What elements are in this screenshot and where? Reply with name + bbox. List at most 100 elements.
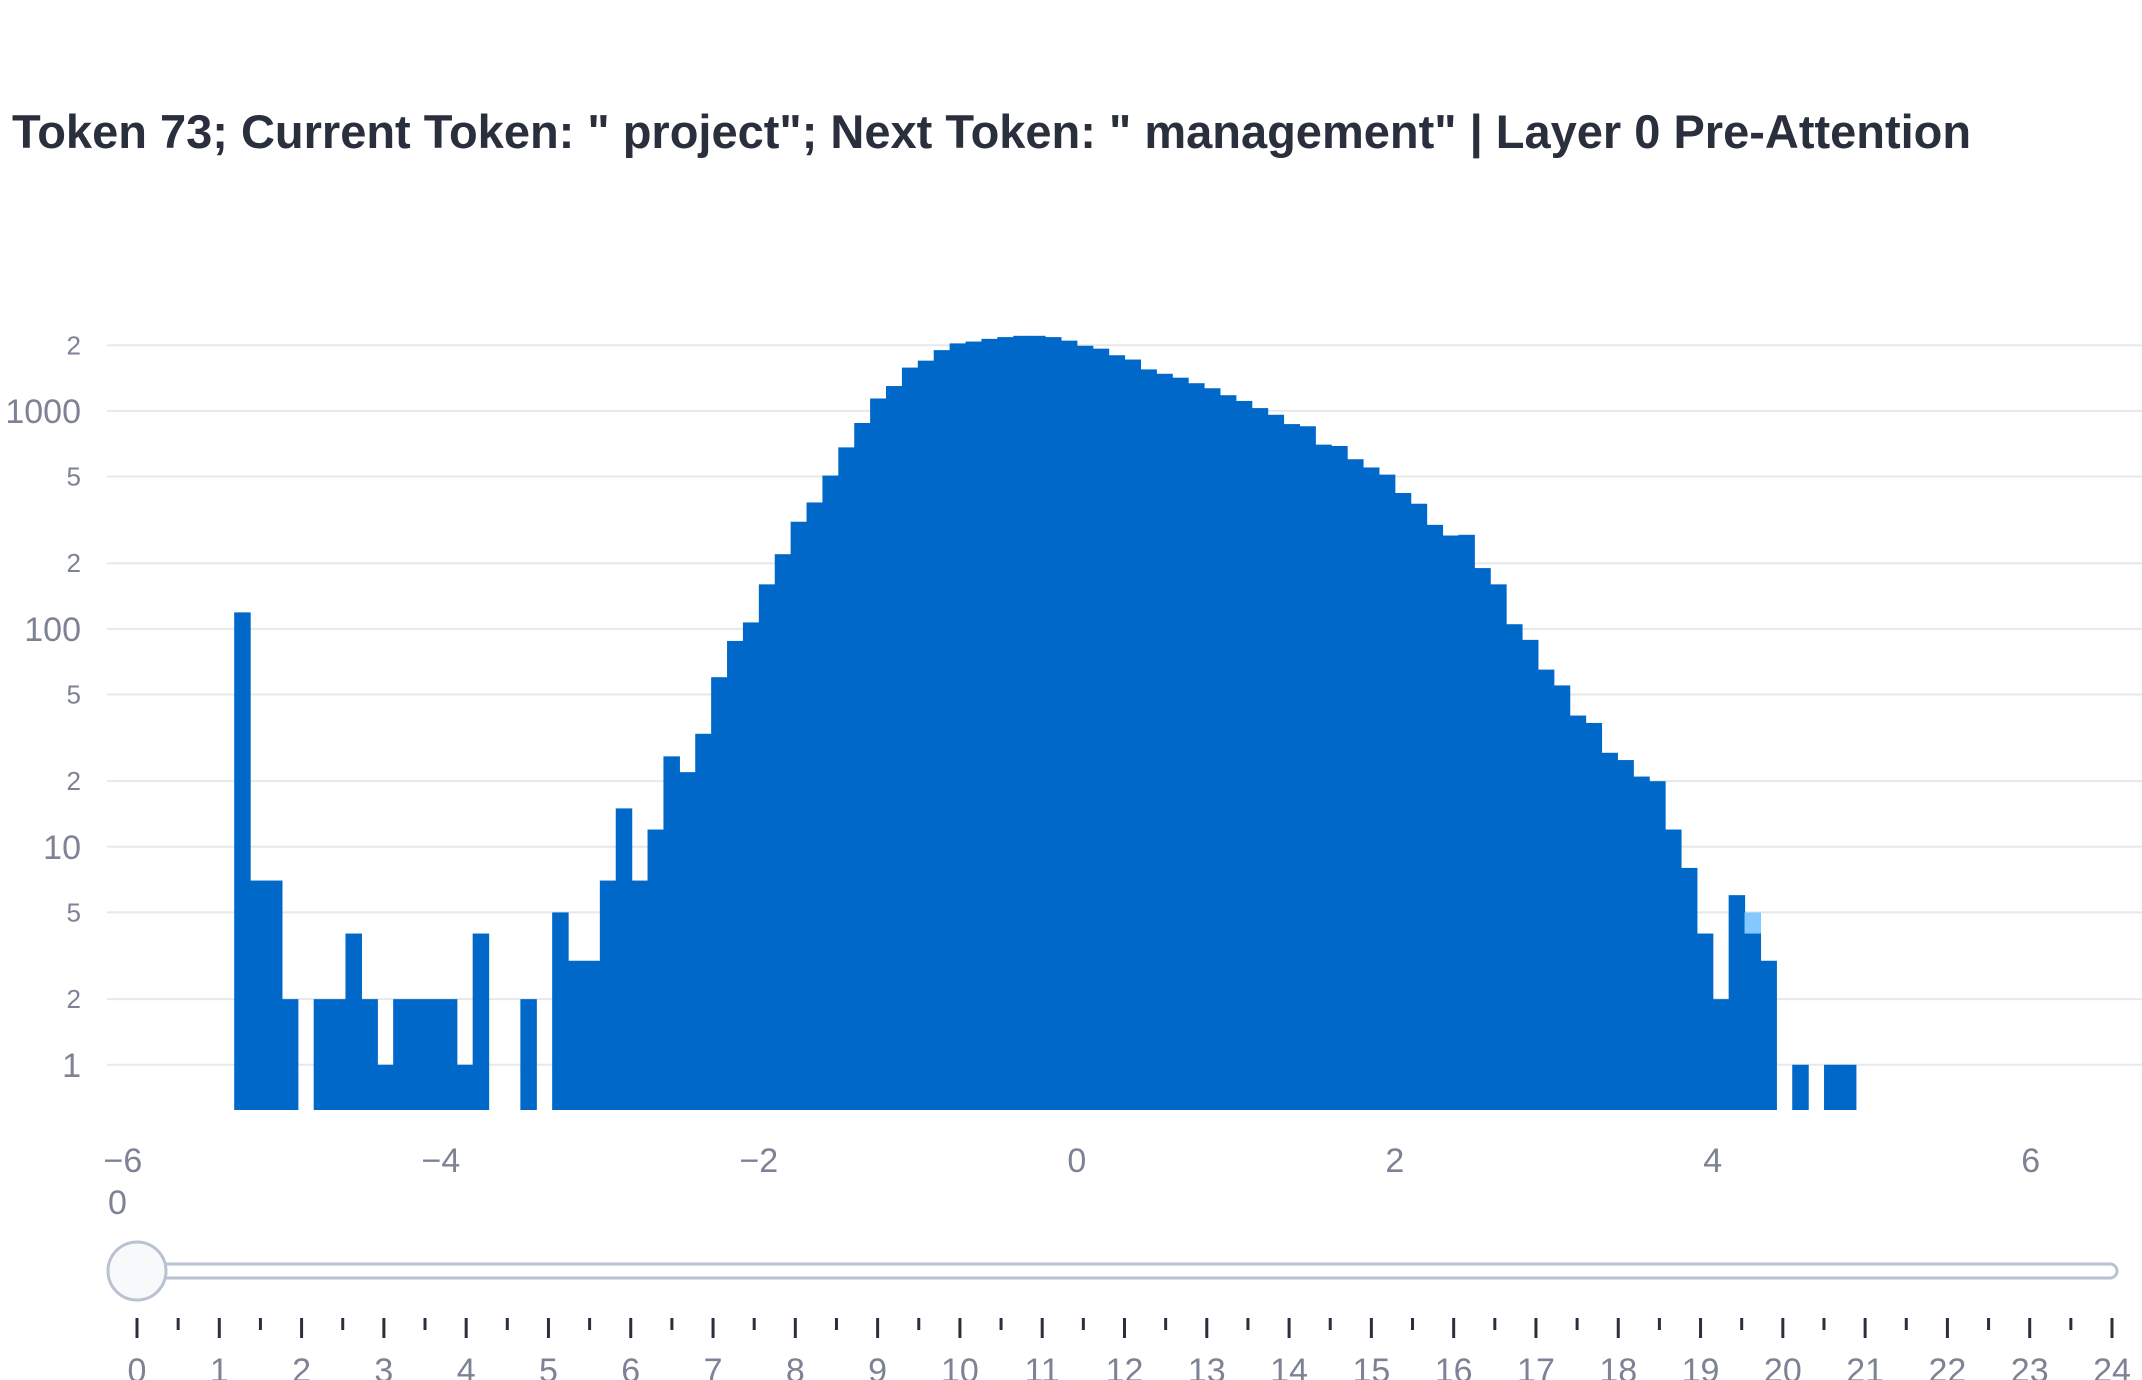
histogram-bar [1490,584,1507,1110]
histogram-bar [599,880,617,1110]
histogram-bar [1203,388,1221,1110]
histogram-bar [917,360,935,1110]
histogram-bar [1649,781,1666,1110]
slider-step-label[interactable]: 3 [374,1352,393,1380]
histogram-bar [1315,444,1332,1110]
y-tick-label: 2 [67,548,81,578]
histogram-bar [1521,639,1539,1110]
y-tick-label: 2 [67,984,81,1014]
histogram-bar [695,733,712,1110]
slider-step-label[interactable]: 17 [1517,1352,1555,1380]
slider-step-label[interactable]: 12 [1106,1352,1144,1380]
histogram-bar [1267,414,1285,1110]
layer-slider[interactable]: 0 0 1 2 3 4 5 6 7 8 9 10 11 12 13 14 15 16 17 18 19 20 21 22 23… [106,1184,2131,1380]
slider-step-label[interactable]: 23 [2011,1352,2049,1380]
histogram-bar [1760,960,1777,1110]
slider-step-label[interactable]: 11 [1025,1352,1060,1380]
histogram-bar [281,999,299,1110]
slider-step-label[interactable]: 15 [1352,1352,1390,1380]
slider-step-label[interactable]: 0 [128,1352,147,1380]
slider-step-label[interactable]: 24 [2093,1352,2131,1380]
histogram-bar [1331,446,1348,1110]
slider-step-label[interactable]: 10 [941,1352,979,1380]
histogram-bar [552,912,569,1110]
slider-step-label[interactable]: 14 [1270,1352,1308,1380]
histogram-bar [1506,624,1523,1110]
slider-step-label[interactable]: 13 [1188,1352,1226,1380]
histogram-bar [1442,535,1459,1110]
histogram-bar [1474,568,1491,1110]
histogram-bar [758,584,776,1110]
histogram-bar [742,622,760,1110]
histogram-bar [1792,1064,1809,1110]
histogram-bar [679,772,696,1110]
y-tick-label: 5 [67,897,81,927]
slider-step-label[interactable]: 9 [868,1352,887,1380]
histogram-bar [1410,503,1428,1111]
histogram-bar [1744,933,1762,1110]
slider-step-label[interactable]: 5 [539,1352,558,1380]
histogram-bar [1235,400,1253,1110]
histogram-bar [1362,467,1380,1110]
slider-step-label[interactable]: 4 [457,1352,476,1380]
histogram-bar [250,880,267,1110]
histogram-bar [377,1064,394,1110]
histogram-bar [1458,534,1475,1110]
histogram-bar [933,350,951,1110]
histogram-bar [1824,1064,1841,1110]
histogram-bar [806,502,824,1110]
x-tick-label: 0 [1067,1142,1086,1180]
x-tick-label: −2 [739,1142,778,1180]
histogram-bar [1696,933,1714,1110]
histogram-bar [1601,752,1618,1110]
histogram-bar [1124,359,1141,1110]
histogram-bar [393,999,410,1110]
histogram-bar [1188,383,1205,1111]
histogram-bar [1299,426,1316,1111]
y-tick-label: 100 [24,611,81,649]
slider-step-label[interactable]: 7 [704,1352,723,1380]
histogram-bar [615,808,633,1110]
histogram-bar [1617,760,1634,1110]
histogram-bar [1665,829,1682,1110]
slider-step-label[interactable]: 21 [1846,1352,1884,1380]
slider-step-label[interactable]: 22 [1929,1352,1967,1380]
bars [234,335,1857,1111]
histogram-bar [838,447,855,1110]
histogram-bar [886,386,903,1111]
slider-steps: 0 1 2 3 4 5 6 7 8 9 10 11 12 13 14 15 16 17 18 19 20 21 22 23 24 [128,1318,2131,1380]
slider-step-label[interactable]: 6 [621,1352,640,1380]
histogram-bar [424,999,442,1110]
slider-step-label[interactable]: 16 [1435,1352,1473,1380]
x-tick-label: −4 [421,1142,460,1180]
histogram-bar [1712,999,1730,1110]
y-tick-label: 2 [67,330,81,360]
slider-step-label[interactable]: 8 [786,1352,805,1380]
histogram-bar [1728,895,1746,1110]
histogram-bar [329,999,347,1110]
x-tick-label: −6 [104,1142,143,1180]
histogram-bar [647,829,665,1110]
y-tick-label: 10 [43,829,81,867]
histogram-bar [1013,335,1030,1110]
x-axis: −6 −4 −2 0 2 4 6 [104,1142,2041,1180]
y-tick-label: 5 [67,679,81,709]
histogram-bar [774,554,792,1110]
slider-step-label[interactable]: 20 [1764,1352,1802,1380]
y-tick-label: 1000 [5,393,81,431]
histogram-bar [1283,424,1300,1110]
histogram-bar [1585,722,1603,1110]
histogram-bar [1156,373,1173,1111]
slider-step-label[interactable]: 2 [292,1352,311,1380]
histogram-bar [854,422,871,1110]
slider-track[interactable] [135,1262,2119,1280]
histogram-bar [949,343,967,1110]
histogram-bar [265,880,283,1110]
slider-step-label[interactable]: 18 [1599,1352,1637,1380]
slider-step-label[interactable]: 1 [210,1352,229,1380]
histogram-bar [1347,459,1364,1111]
histogram-bar [1744,912,1762,934]
slider-step-label[interactable]: 19 [1682,1352,1720,1380]
histogram-bar [520,999,537,1110]
slider-thumb[interactable] [106,1240,168,1302]
